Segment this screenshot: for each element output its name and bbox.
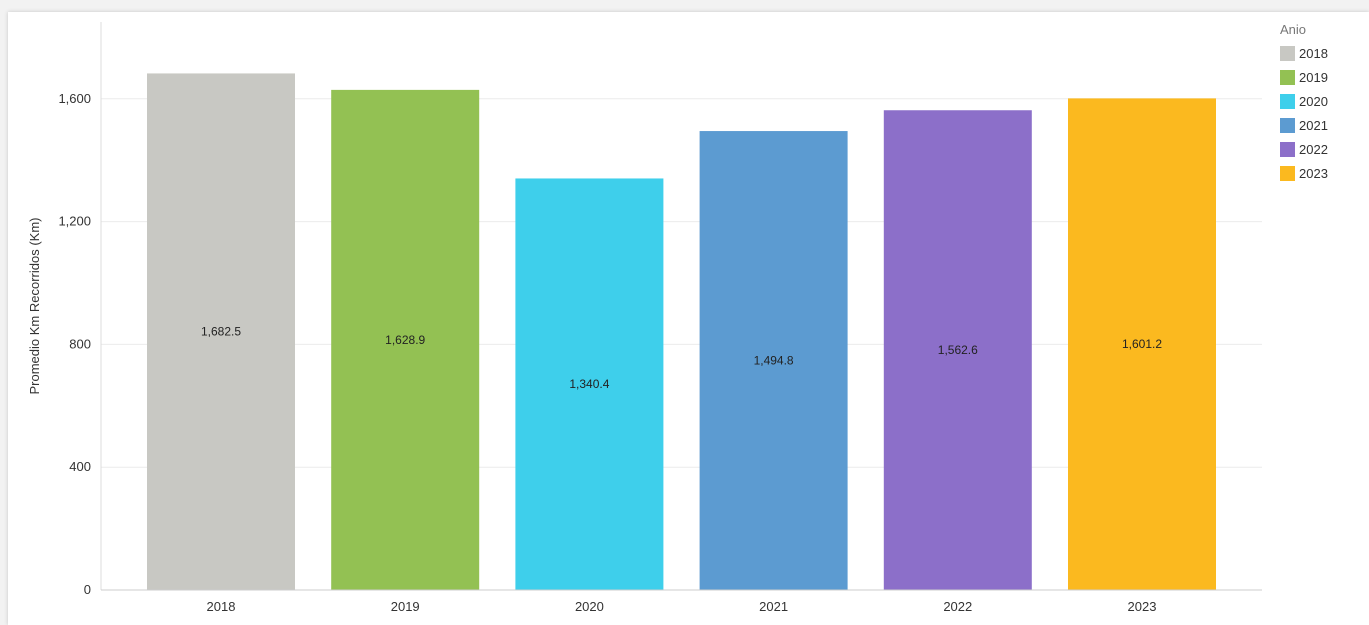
legend-swatch xyxy=(1280,46,1295,61)
legend-label: 2019 xyxy=(1299,70,1328,85)
legend-label: 2023 xyxy=(1299,166,1328,181)
bar-2023[interactable] xyxy=(1068,98,1216,591)
data-label-2023: 1,601.2 xyxy=(1122,337,1162,351)
legend-swatch xyxy=(1280,142,1295,157)
legend-title: Anio xyxy=(1280,22,1306,37)
y-axis-title: Promedio Km Recorridos (Km) xyxy=(27,218,42,395)
legend-item-2023[interactable]: 2023 xyxy=(1280,166,1328,181)
data-label-2018: 1,682.5 xyxy=(201,325,241,339)
legend-label: 2020 xyxy=(1299,94,1328,109)
legend-item-2019[interactable]: 2019 xyxy=(1280,70,1328,85)
data-label-2022: 1,562.6 xyxy=(938,343,978,357)
legend-swatch xyxy=(1280,94,1295,109)
legend-swatch xyxy=(1280,70,1295,85)
legend-item-2021[interactable]: 2021 xyxy=(1280,118,1328,133)
legend-item-2020[interactable]: 2020 xyxy=(1280,94,1328,109)
legend-label: 2018 xyxy=(1299,46,1328,61)
y-tick-label: 1,200 xyxy=(58,214,91,229)
x-tick-label-2020: 2020 xyxy=(575,599,604,614)
legend-swatch xyxy=(1280,166,1295,181)
legend-swatch xyxy=(1280,118,1295,133)
bar-2018[interactable] xyxy=(147,73,295,591)
x-tick-label-2018: 2018 xyxy=(207,599,236,614)
y-tick-label: 1,600 xyxy=(58,91,91,106)
legend-label: 2021 xyxy=(1299,118,1328,133)
y-tick-label: 400 xyxy=(69,459,91,474)
bar-2019[interactable] xyxy=(331,89,480,591)
x-tick-label-2021: 2021 xyxy=(759,599,788,614)
x-tick-label-2023: 2023 xyxy=(1128,599,1157,614)
data-label-2020: 1,340.4 xyxy=(569,377,609,391)
y-tick-label: 0 xyxy=(84,582,91,597)
data-labels: 1,682.5 1,628.9 1,340.4 1,494.8 1,562.6 1,601… xyxy=(201,325,1162,392)
x-tick-label-2019: 2019 xyxy=(391,599,420,614)
bar-2022[interactable] xyxy=(883,110,1032,591)
bars xyxy=(147,73,1216,591)
x-tick-label-2022: 2022 xyxy=(943,599,972,614)
y-axis: 0 400 800 1,200 1,600 xyxy=(58,22,102,597)
legend-item-2022[interactable]: 2022 xyxy=(1280,142,1328,157)
legend[interactable]: Anio 2018 2019 2020 2021 2022 2023 xyxy=(1280,22,1328,181)
bar-2021[interactable] xyxy=(699,131,848,590)
x-axis: 2018 2019 2020 2021 2022 2023 xyxy=(101,589,1262,614)
data-label-2019: 1,628.9 xyxy=(385,333,425,347)
y-tick-label: 800 xyxy=(69,336,91,351)
data-label-2021: 1,494.8 xyxy=(754,354,794,368)
legend-label: 2022 xyxy=(1299,142,1328,157)
bar-2020[interactable] xyxy=(515,178,664,590)
legend-item-2018[interactable]: 2018 xyxy=(1280,46,1328,61)
